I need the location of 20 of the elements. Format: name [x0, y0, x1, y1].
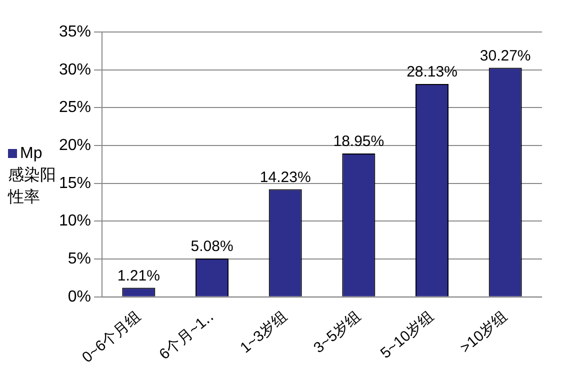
x-tick-label: 3~5岁组: [310, 308, 364, 357]
y-tick-label: 20%: [58, 136, 92, 154]
y-tick-label: 35%: [58, 23, 92, 40]
x-tick-label: 0~6个月组: [79, 308, 144, 366]
x-tick-label: 1~3岁组: [237, 308, 291, 357]
y-tick-label: 30%: [58, 61, 92, 78]
data-label: 14.23%: [260, 168, 311, 186]
y-tick-label: 0%: [68, 288, 92, 306]
x-tick-label: 6个月~1‥: [156, 308, 218, 364]
y-tick-label: 5%: [68, 250, 92, 268]
data-label: 5.08%: [190, 238, 234, 256]
data-label: 1.21%: [117, 267, 160, 284]
data-label: 28.13%: [406, 64, 458, 81]
y-tick-label: 10%: [58, 212, 92, 230]
y-tick-label: 25%: [58, 99, 92, 116]
data-label: 30.27%: [480, 47, 531, 64]
data-label: 18.95%: [333, 133, 384, 150]
y-tick-label: 15%: [58, 174, 92, 192]
legend-label: Mp感染阳性率: [8, 145, 56, 206]
x-tick-label: >10岁组: [457, 308, 511, 357]
